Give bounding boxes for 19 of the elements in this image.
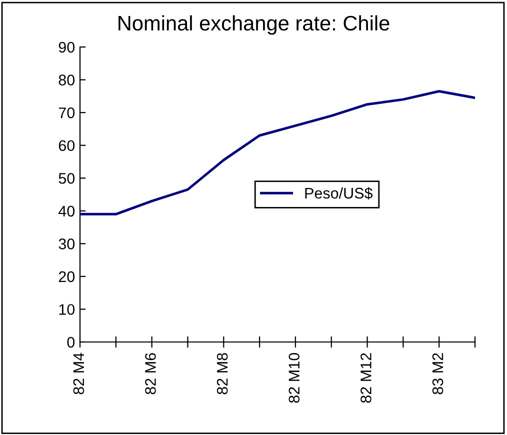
- y-tick-label: 30: [58, 238, 75, 250]
- x-tick-label: 83 M2: [432, 353, 444, 394]
- chart-title: Nominal exchange rate: Chile: [118, 15, 390, 35]
- y-tick-label: 70: [58, 107, 75, 118]
- y-tick-label: 90: [58, 42, 75, 53]
- y-tick-label: 10: [59, 304, 75, 315]
- x-tick-label: 82 M4: [73, 352, 84, 394]
- y-tick-label: 0: [67, 336, 75, 348]
- x-tick-label: 82 M10: [288, 353, 300, 403]
- y-tick-label: 80: [58, 74, 75, 86]
- x-tick-label: 82 M6: [145, 353, 156, 394]
- y-tick-label: 20: [58, 271, 75, 282]
- x-tick-label: 82 M8: [216, 353, 228, 394]
- x-tick-label: 82 M12: [360, 353, 372, 403]
- y-tick-label: 50: [58, 172, 75, 184]
- y-tick-label: 60: [58, 140, 75, 152]
- legend-label: Peso/US$: [305, 187, 373, 200]
- y-tick-label: 40: [58, 206, 75, 217]
- line-series: [80, 90, 475, 216]
